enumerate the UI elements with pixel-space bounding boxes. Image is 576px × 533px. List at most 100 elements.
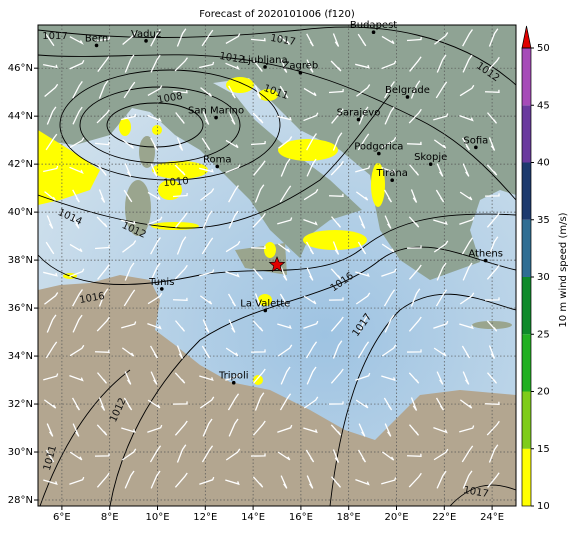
city-dot [428, 162, 433, 166]
wind-barb [488, 137, 496, 151]
wind-barb [435, 289, 448, 307]
wind-barb [355, 479, 370, 486]
wind-barb [330, 268, 342, 280]
wind-barb [122, 31, 137, 45]
wind-barb [433, 320, 449, 329]
lat-tick-label: 40°N [8, 207, 33, 218]
wind-barb [381, 344, 397, 357]
city-label: La Valette [240, 298, 290, 309]
colorbar-tick-label: 10 [537, 501, 550, 512]
wind-barb [488, 444, 499, 463]
city-dot [483, 258, 488, 263]
wind-barb [147, 292, 163, 305]
wind-barb [69, 268, 85, 278]
wind-barb [176, 444, 187, 463]
wind-barb [98, 397, 106, 411]
wind-barb [201, 137, 211, 151]
wind-barb [305, 449, 315, 463]
wind-barb [277, 323, 292, 330]
wind-barb [254, 392, 265, 411]
colorbar-segment [522, 391, 531, 449]
wind-barb [433, 139, 447, 149]
wind-barb [201, 345, 211, 359]
wind-barb [355, 292, 371, 305]
wind-barb [69, 451, 83, 461]
wind-barb [147, 114, 162, 122]
city-dot [160, 287, 164, 291]
city-label: Tirana [376, 168, 408, 179]
wind-barb [330, 476, 342, 488]
city-label: Bern [85, 33, 108, 44]
wind-barb [436, 163, 444, 177]
colorbar-segment [522, 277, 531, 335]
wind-barb [43, 373, 59, 381]
wind-barb [175, 112, 185, 124]
wind-barb [410, 397, 418, 411]
wind-barb [459, 191, 473, 201]
wind-barb [357, 341, 370, 359]
isobar-label: 1010 [163, 176, 189, 189]
wind-barb [381, 451, 395, 461]
wind-barb [410, 189, 418, 203]
wind-barb [46, 106, 57, 125]
wind-barb [45, 33, 55, 47]
wind-barb [124, 262, 135, 281]
wind-barb [72, 215, 80, 229]
wind-barb [147, 323, 162, 330]
wind-barb [462, 163, 470, 177]
wind-barb [94, 349, 110, 353]
wind-barb [358, 215, 366, 229]
wind-barb [250, 140, 266, 146]
wind-barb [384, 423, 392, 437]
wind-barb [254, 293, 262, 307]
wind-barb [123, 189, 133, 203]
wind-barb [332, 449, 340, 463]
wind-barb [172, 90, 188, 94]
wind-barb [45, 341, 58, 359]
wind-barb [462, 262, 473, 281]
wind-barb [121, 427, 136, 434]
city-dot [371, 30, 376, 34]
wind-barb [147, 399, 161, 409]
wind-barb [69, 344, 85, 357]
wind-barb [381, 268, 397, 277]
wind-barb [121, 219, 136, 225]
wind-barb [225, 448, 241, 461]
wind-barb [174, 264, 188, 280]
wind-barb [486, 320, 498, 332]
wind-barb [357, 133, 370, 151]
wind-barb [202, 210, 213, 229]
isobar-label: 1017 [462, 485, 489, 500]
wind-barb [225, 62, 240, 70]
wind-barb [252, 420, 266, 436]
wind-barb [406, 245, 422, 249]
wind-barb [459, 292, 475, 305]
wind-barb [147, 424, 163, 433]
wind-barb [461, 345, 471, 359]
colorbar-tick-label: 15 [537, 444, 550, 455]
city-dot [144, 39, 148, 43]
wind-barb [462, 54, 473, 73]
city-dot [390, 178, 394, 183]
wind-barb [277, 115, 292, 121]
city-label: Belgrade [385, 85, 430, 96]
wind-barb [303, 320, 319, 329]
wind-barb [328, 88, 344, 94]
wind-barb [46, 314, 57, 333]
wind-barb [459, 84, 475, 97]
wind-barb [97, 264, 110, 280]
colorbar-label: 10 m wind speed (m/s) [558, 212, 569, 327]
colorbar-tick-label: 35 [537, 215, 550, 226]
colorbar-tick-label: 25 [537, 329, 550, 340]
city-dot [263, 65, 267, 69]
wind-barb [43, 399, 57, 409]
isobar-label: 1017 [42, 31, 67, 42]
wind-barb [486, 420, 500, 436]
wind-barb [176, 28, 187, 47]
wind-barb [488, 345, 496, 359]
wind-barb [172, 192, 188, 198]
isobar-label: 1008 [157, 91, 184, 106]
lat-tick-label: 46°N [8, 63, 33, 74]
wind-barb [253, 268, 264, 280]
wind-barb [484, 193, 500, 197]
